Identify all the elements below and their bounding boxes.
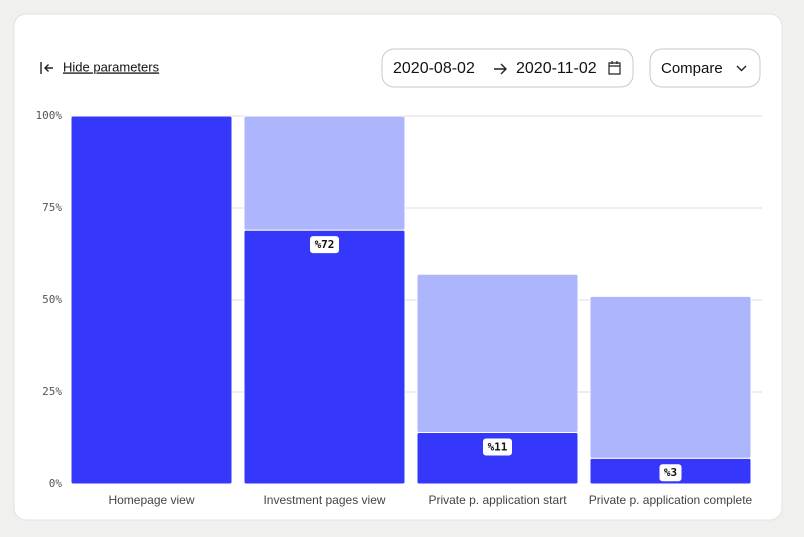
collapse-icon — [40, 62, 53, 74]
compare[interactable]: Compare — [649, 48, 761, 88]
x-tick-label: Investment pages view — [263, 493, 385, 507]
bar-segment — [70, 115, 233, 485]
y-tick-label: 75% — [42, 201, 62, 214]
y-tick-label: 25% — [42, 385, 62, 398]
badge-box — [483, 438, 512, 456]
y-tick-label: 50% — [42, 293, 62, 306]
arrow-icon — [494, 63, 507, 75]
chevron-icon — [736, 65, 747, 72]
hide-parameters-label[interactable]: Hide parameters — [63, 59, 160, 74]
x-tick-label: Private p. application complete — [589, 493, 753, 507]
badge-box — [659, 464, 682, 482]
badge-label: %3 — [664, 466, 677, 479]
badge-box — [310, 236, 339, 254]
bar-segment — [243, 115, 406, 231]
calendar-icon — [608, 61, 621, 75]
y-tick-label: 100% — [36, 109, 63, 122]
badge-label: %11 — [488, 440, 508, 453]
y-tick-label: 0% — [49, 477, 63, 490]
x-tick-label: Private p. application start — [428, 493, 567, 507]
date-range[interactable]: 2020-08-02 2020-11-02 — [381, 48, 634, 88]
badge-label: %72 — [315, 238, 335, 251]
date-to: 2020-11-02 — [516, 60, 597, 77]
bar-segment — [589, 295, 752, 459]
compare-box[interactable] — [649, 48, 761, 88]
x-tick-label: Homepage view — [108, 493, 194, 507]
bar-segment — [243, 229, 406, 485]
bar-segment — [416, 273, 579, 433]
hide-parameters[interactable]: Hide parameters — [40, 59, 160, 74]
date-from: 2020-08-02 — [393, 60, 475, 77]
compare-label: Compare — [661, 60, 723, 77]
date-range-box[interactable] — [381, 48, 634, 88]
